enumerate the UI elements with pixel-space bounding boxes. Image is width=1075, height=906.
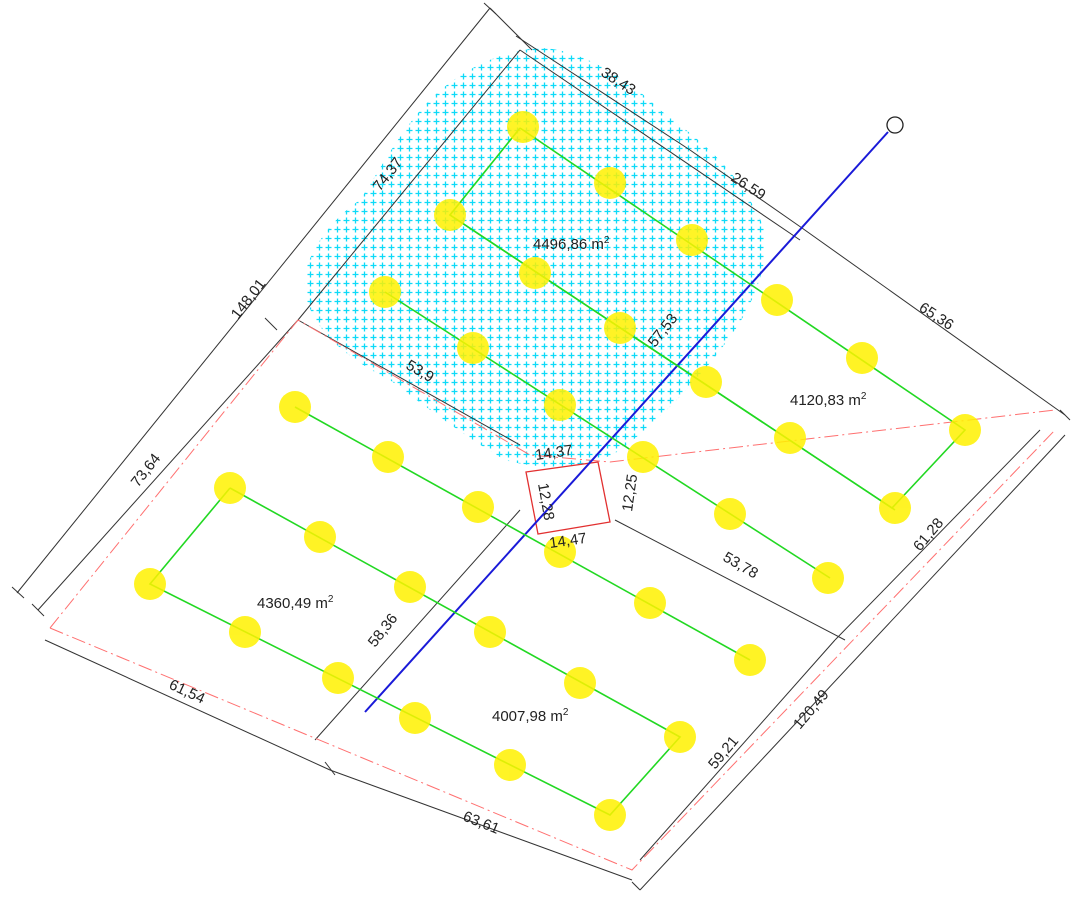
dim-label: 73,64 <box>128 450 165 490</box>
dim-label: 14,37 <box>534 442 574 464</box>
boundary-lines <box>49 319 1056 871</box>
area-label: 4120,83 m2 <box>790 391 867 409</box>
area-label: 4496,86 m2 <box>533 235 610 253</box>
yellow-nodes <box>134 111 981 831</box>
dim-label: 148,01 <box>228 276 270 323</box>
axis-end-marker <box>886 116 904 134</box>
area-unit-sup: 2 <box>861 391 867 402</box>
dim-label: 12,28 <box>534 482 557 522</box>
area-label: 4360,49 m2 <box>257 594 334 612</box>
area-label: 4007,98 m2 <box>492 707 569 725</box>
center-rectangle <box>525 461 611 535</box>
area-labels: 4496,86 m2 4120,83 m2 4360,49 m2 4007,98… <box>257 235 867 725</box>
dim-label: 63,61 <box>461 808 502 838</box>
dim-label: 120,49 <box>790 686 833 732</box>
area-unit-sup: 2 <box>563 707 569 718</box>
blue-axis <box>364 116 904 713</box>
area-value: 4007,98 m <box>492 708 563 725</box>
dim-label: 61,28 <box>910 515 947 555</box>
dimension-lines <box>11 2 1071 891</box>
dim-label: 59,21 <box>705 733 742 773</box>
dim-label: 53,78 <box>720 549 761 582</box>
area-unit-sup: 2 <box>328 594 334 605</box>
dim-label: 65,36 <box>916 299 957 334</box>
area-unit-sup: 2 <box>604 235 610 246</box>
dim-label: 58,36 <box>365 610 402 650</box>
dim-label: 14,47 <box>548 530 588 552</box>
dim-label: 12,25 <box>619 473 641 513</box>
area-value: 4360,49 m <box>257 595 328 612</box>
area-value: 4496,86 m <box>533 236 604 253</box>
area-value: 4120,83 m <box>790 392 861 409</box>
dim-label: 61,54 <box>166 676 207 707</box>
